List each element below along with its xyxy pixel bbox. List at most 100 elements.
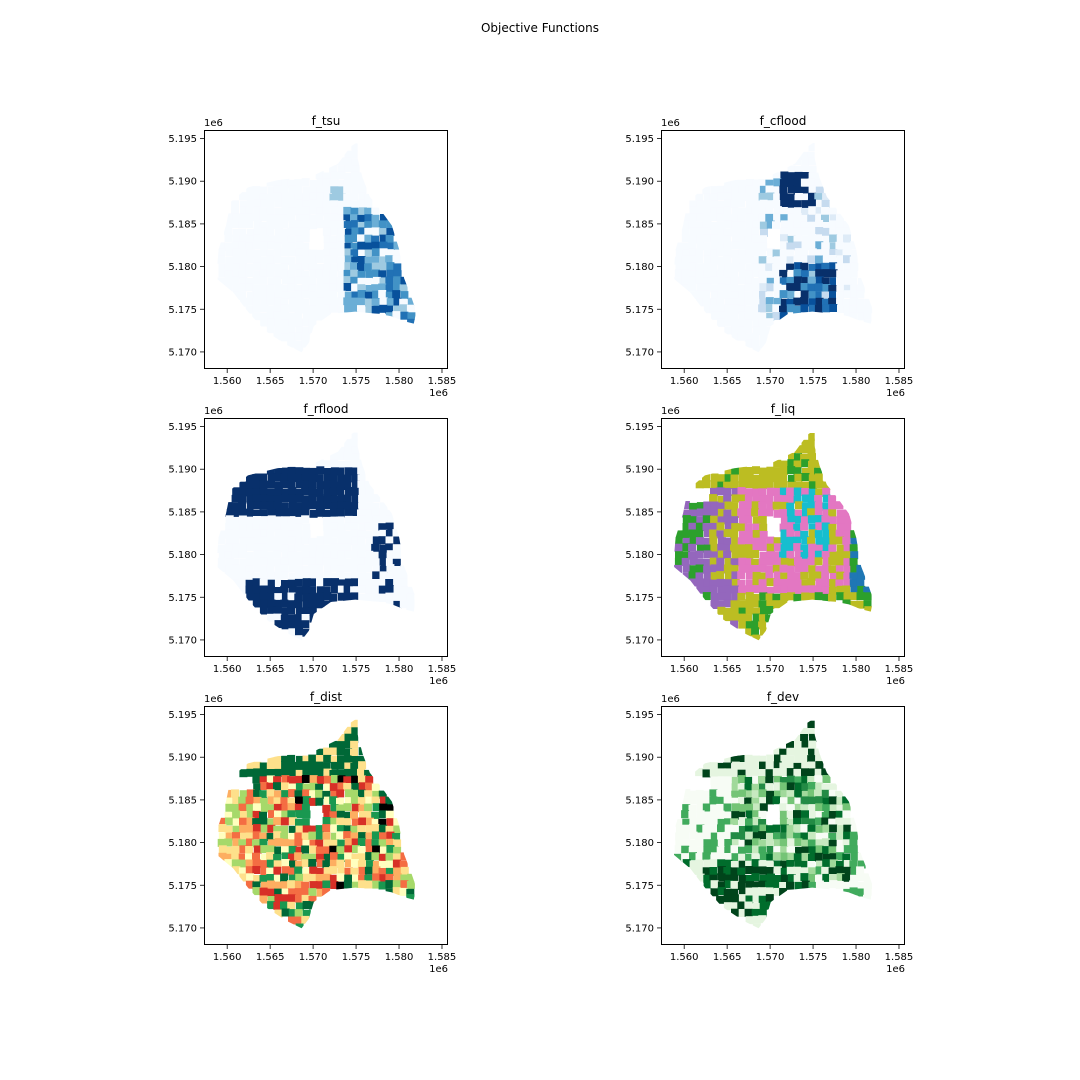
map-polygon: [309, 199, 318, 208]
map-polygon: [266, 207, 275, 216]
map-polygon: [350, 179, 359, 188]
map-polygon: [836, 551, 845, 560]
map-polygon: [331, 578, 339, 587]
map-polygon: [315, 831, 324, 840]
map-polygon: [787, 838, 796, 847]
map-polygon: [696, 797, 705, 806]
map-polygon: [344, 172, 353, 181]
map-polygon: [751, 332, 760, 341]
map-polygon: [343, 214, 352, 223]
map-polygon: [294, 880, 303, 889]
map-polygon: [322, 804, 331, 813]
map-polygon: [371, 579, 380, 587]
map-polygon: [766, 790, 775, 799]
map-polygon: [260, 824, 269, 833]
map-polygon: [302, 761, 311, 770]
map-polygon: [245, 255, 254, 264]
map-polygon: [266, 565, 275, 573]
map-polygon: [316, 578, 325, 586]
map-polygon: [856, 290, 865, 299]
map-polygon: [302, 557, 311, 566]
map-polygon: [245, 242, 254, 251]
map-polygon: [337, 474, 346, 483]
map-polygon: [815, 537, 824, 546]
map-polygon: [702, 221, 711, 230]
map-polygon: [246, 817, 255, 826]
map-polygon: [392, 880, 401, 889]
map-polygon: [288, 909, 297, 918]
map-polygon: [836, 585, 845, 594]
map-polygon: [336, 859, 345, 868]
map-polygon: [723, 544, 732, 553]
map-polygon: [752, 543, 761, 551]
map-polygon: [744, 761, 753, 770]
map-polygon: [800, 151, 809, 160]
map-polygon: [744, 193, 753, 201]
map-polygon: [357, 214, 366, 223]
map-polygon: [681, 276, 690, 285]
map-polygon: [738, 796, 746, 805]
map-polygon: [759, 333, 768, 342]
map-polygon: [273, 881, 282, 890]
map-polygon: [794, 741, 803, 749]
map-polygon: [280, 825, 289, 834]
map-polygon: [253, 768, 262, 777]
map-polygon: [752, 915, 761, 924]
map-polygon: [696, 578, 705, 587]
map-polygon: [738, 298, 746, 306]
map-polygon: [765, 304, 774, 312]
map-polygon: [801, 502, 810, 511]
map-polygon: [280, 585, 289, 594]
map-polygon: [759, 783, 767, 792]
map-polygon: [731, 811, 740, 820]
map-polygon: [822, 824, 831, 833]
map-polygon: [730, 880, 739, 889]
map-polygon: [695, 276, 704, 285]
map-polygon: [302, 200, 311, 209]
map-polygon: [274, 838, 283, 847]
map-polygon: [378, 839, 387, 848]
map-polygon: [759, 761, 767, 770]
map-polygon: [828, 255, 837, 263]
map-polygon: [752, 494, 761, 503]
map-polygon: [737, 579, 746, 588]
map-polygon: [308, 557, 316, 566]
map-polygon: [765, 297, 774, 306]
map-polygon: [731, 488, 740, 496]
map-polygon: [386, 550, 395, 559]
map-polygon: [330, 573, 339, 581]
map-polygon: [378, 220, 387, 229]
map-polygon: [294, 179, 303, 188]
map-polygon: [738, 894, 747, 903]
map-polygon: [224, 811, 233, 820]
map-polygon: [372, 873, 381, 882]
map-polygon: [716, 846, 725, 855]
map-polygon: [863, 600, 872, 609]
map-polygon: [281, 755, 290, 764]
map-polygon: [835, 501, 844, 510]
map-polygon: [801, 775, 810, 784]
map-polygon: [259, 811, 267, 820]
map-polygon: [267, 769, 276, 777]
map-polygon: [371, 298, 380, 307]
map-polygon: [309, 543, 317, 552]
map-polygon: [794, 755, 803, 764]
map-polygon: [737, 508, 746, 517]
map-polygon: [786, 831, 795, 840]
map-polygon: [758, 895, 767, 904]
map-polygon: [836, 544, 845, 553]
map-polygon: [266, 804, 275, 813]
map-polygon: [856, 298, 865, 307]
map-polygon: [260, 494, 269, 503]
map-polygon: [807, 782, 816, 790]
map-polygon: [218, 832, 227, 841]
map-polygon: [365, 839, 374, 848]
map-polygon: [231, 853, 240, 862]
map-polygon: [766, 487, 775, 496]
map-polygon: [280, 557, 289, 566]
map-polygon: [253, 564, 262, 573]
map-polygon: [259, 276, 268, 285]
y-offset-label: 1e6: [204, 406, 223, 417]
map-polygon: [330, 242, 339, 251]
map-polygon: [689, 255, 698, 264]
